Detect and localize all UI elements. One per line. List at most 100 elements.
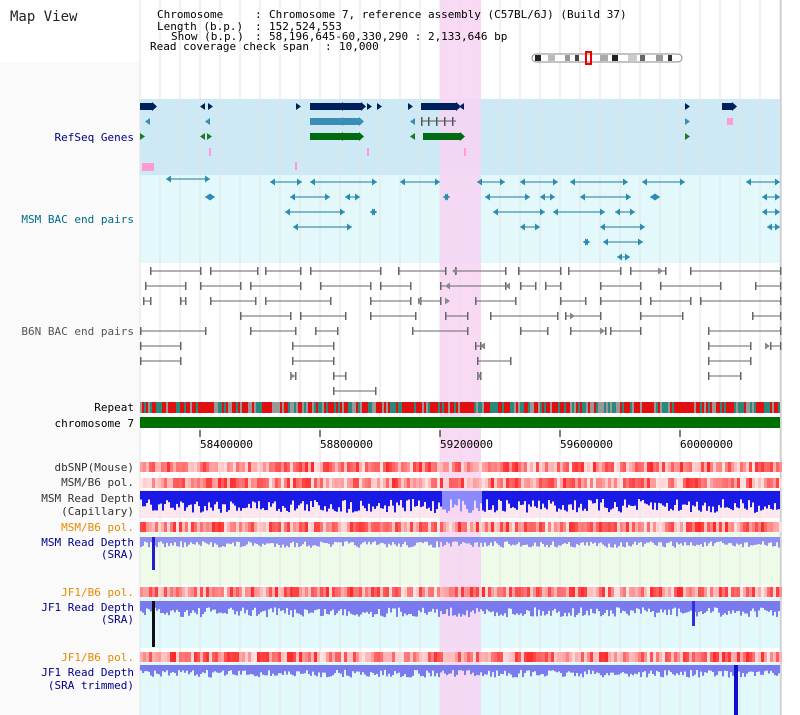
repeat-segment xyxy=(614,402,616,413)
track-label-b6n-bac[interactable]: B6N BAC end pairs xyxy=(21,325,134,338)
depth-bar xyxy=(330,537,332,547)
depth-bar xyxy=(462,665,464,671)
track-label-dbsnp[interactable]: dbSNP(Mouse) xyxy=(54,461,134,474)
depth-bar xyxy=(352,537,354,543)
depth-bar xyxy=(294,665,296,677)
depth-bar xyxy=(590,537,592,542)
depth-bar xyxy=(370,601,372,612)
repeat-segment xyxy=(612,402,614,413)
heat-cell xyxy=(485,478,488,488)
heat-cell xyxy=(764,462,767,472)
depth-bar xyxy=(314,491,316,501)
heat-cell xyxy=(374,587,377,597)
repeat-segment xyxy=(542,402,544,413)
repeat-segment xyxy=(586,402,588,413)
heat-cell xyxy=(677,587,680,597)
heat-cell xyxy=(443,652,446,662)
gene-arrow xyxy=(500,178,505,186)
heat-cell xyxy=(179,652,182,662)
depth-bar xyxy=(752,665,754,672)
heat-cell xyxy=(626,587,629,597)
depth-bar xyxy=(592,537,594,544)
track-label-msm-bac[interactable]: MSM BAC end pairs xyxy=(21,213,134,226)
depth-bar xyxy=(584,665,586,672)
depth-bar xyxy=(282,537,284,545)
depth-bar xyxy=(270,601,272,609)
track-label-msm-depth-cap-sub: (Capillary) xyxy=(61,505,134,518)
track-label-msm-b6-pol-2[interactable]: MSM/B6 pol. xyxy=(61,521,134,534)
repeat-segment xyxy=(268,402,270,413)
depth-bar xyxy=(680,601,682,613)
depth-bar xyxy=(198,665,200,677)
heat-cell xyxy=(371,478,374,488)
heat-cell xyxy=(434,652,437,662)
heat-cell xyxy=(743,462,746,472)
heat-cell xyxy=(140,462,143,472)
gene-arrow xyxy=(410,118,415,125)
heat-cell xyxy=(701,522,704,532)
depth-bar xyxy=(664,601,666,610)
track-label-refseq[interactable]: RefSeq Genes xyxy=(54,131,134,144)
depth-bar xyxy=(194,665,196,676)
track-label-jf1-b6-pol-2[interactable]: JF1/B6 pol. xyxy=(61,651,134,664)
gene-arrow xyxy=(377,103,382,110)
heat-cell xyxy=(521,522,524,532)
heat-cell xyxy=(245,462,248,472)
heat-cell xyxy=(605,462,608,472)
repeat-segment xyxy=(322,402,324,413)
heat-cell xyxy=(326,522,329,532)
heat-cell xyxy=(638,462,641,472)
depth-bar xyxy=(616,537,618,548)
heat-cell xyxy=(512,522,515,532)
track-label-msm-b6-pol-1[interactable]: MSM/B6 pol. xyxy=(61,476,134,489)
heat-cell xyxy=(296,587,299,597)
depth-bar xyxy=(566,665,568,673)
heat-cell xyxy=(674,522,677,532)
track-label-jf1-depth-trim[interactable]: JF1 Read Depth xyxy=(41,666,134,679)
depth-bar xyxy=(296,665,298,672)
depth-bar xyxy=(286,491,288,511)
track-label-msm-depth-cap[interactable]: MSM Read Depth xyxy=(41,492,134,505)
depth-bar xyxy=(476,665,478,675)
depth-bar xyxy=(420,601,422,613)
heat-cell xyxy=(572,478,575,488)
depth-bar xyxy=(610,665,612,673)
depth-bar xyxy=(718,601,720,613)
heat-cell xyxy=(191,587,194,597)
repeat-segment xyxy=(640,402,642,413)
depth-bar xyxy=(578,537,580,546)
heat-cell xyxy=(677,478,680,488)
heat-cell xyxy=(434,462,437,472)
heat-cell xyxy=(608,652,611,662)
heat-cell xyxy=(200,478,203,488)
depth-bar xyxy=(596,491,598,500)
depth-bar xyxy=(768,665,770,674)
depth-bar xyxy=(204,537,206,543)
depth-bar xyxy=(322,601,324,616)
gene-arrow xyxy=(600,223,605,231)
bac-end xyxy=(370,312,372,320)
heat-cell xyxy=(584,478,587,488)
track-label-jf1-b6-pol-1[interactable]: JF1/B6 pol. xyxy=(61,586,134,599)
depth-bar xyxy=(432,601,434,609)
depth-bar xyxy=(594,537,596,543)
depth-bar xyxy=(468,601,470,618)
repeat-segment xyxy=(258,402,260,413)
depth-bar xyxy=(240,665,242,675)
repeat-segment xyxy=(674,402,676,413)
heat-cell xyxy=(311,587,314,597)
heat-cell xyxy=(389,652,392,662)
heat-cell xyxy=(149,522,152,532)
heat-cell xyxy=(512,462,515,472)
heat-cell xyxy=(740,652,743,662)
depth-bar xyxy=(558,537,560,546)
depth-bar xyxy=(766,491,768,509)
heat-cell xyxy=(497,587,500,597)
track-label-msm-depth-sra[interactable]: MSM Read Depth xyxy=(41,536,134,549)
depth-bar xyxy=(738,665,740,672)
heat-cell xyxy=(545,478,548,488)
track-label-jf1-depth-sra[interactable]: JF1 Read Depth xyxy=(41,601,134,614)
repeat-segment xyxy=(588,402,590,413)
depth-bar xyxy=(648,665,650,674)
heat-cell xyxy=(278,652,281,662)
